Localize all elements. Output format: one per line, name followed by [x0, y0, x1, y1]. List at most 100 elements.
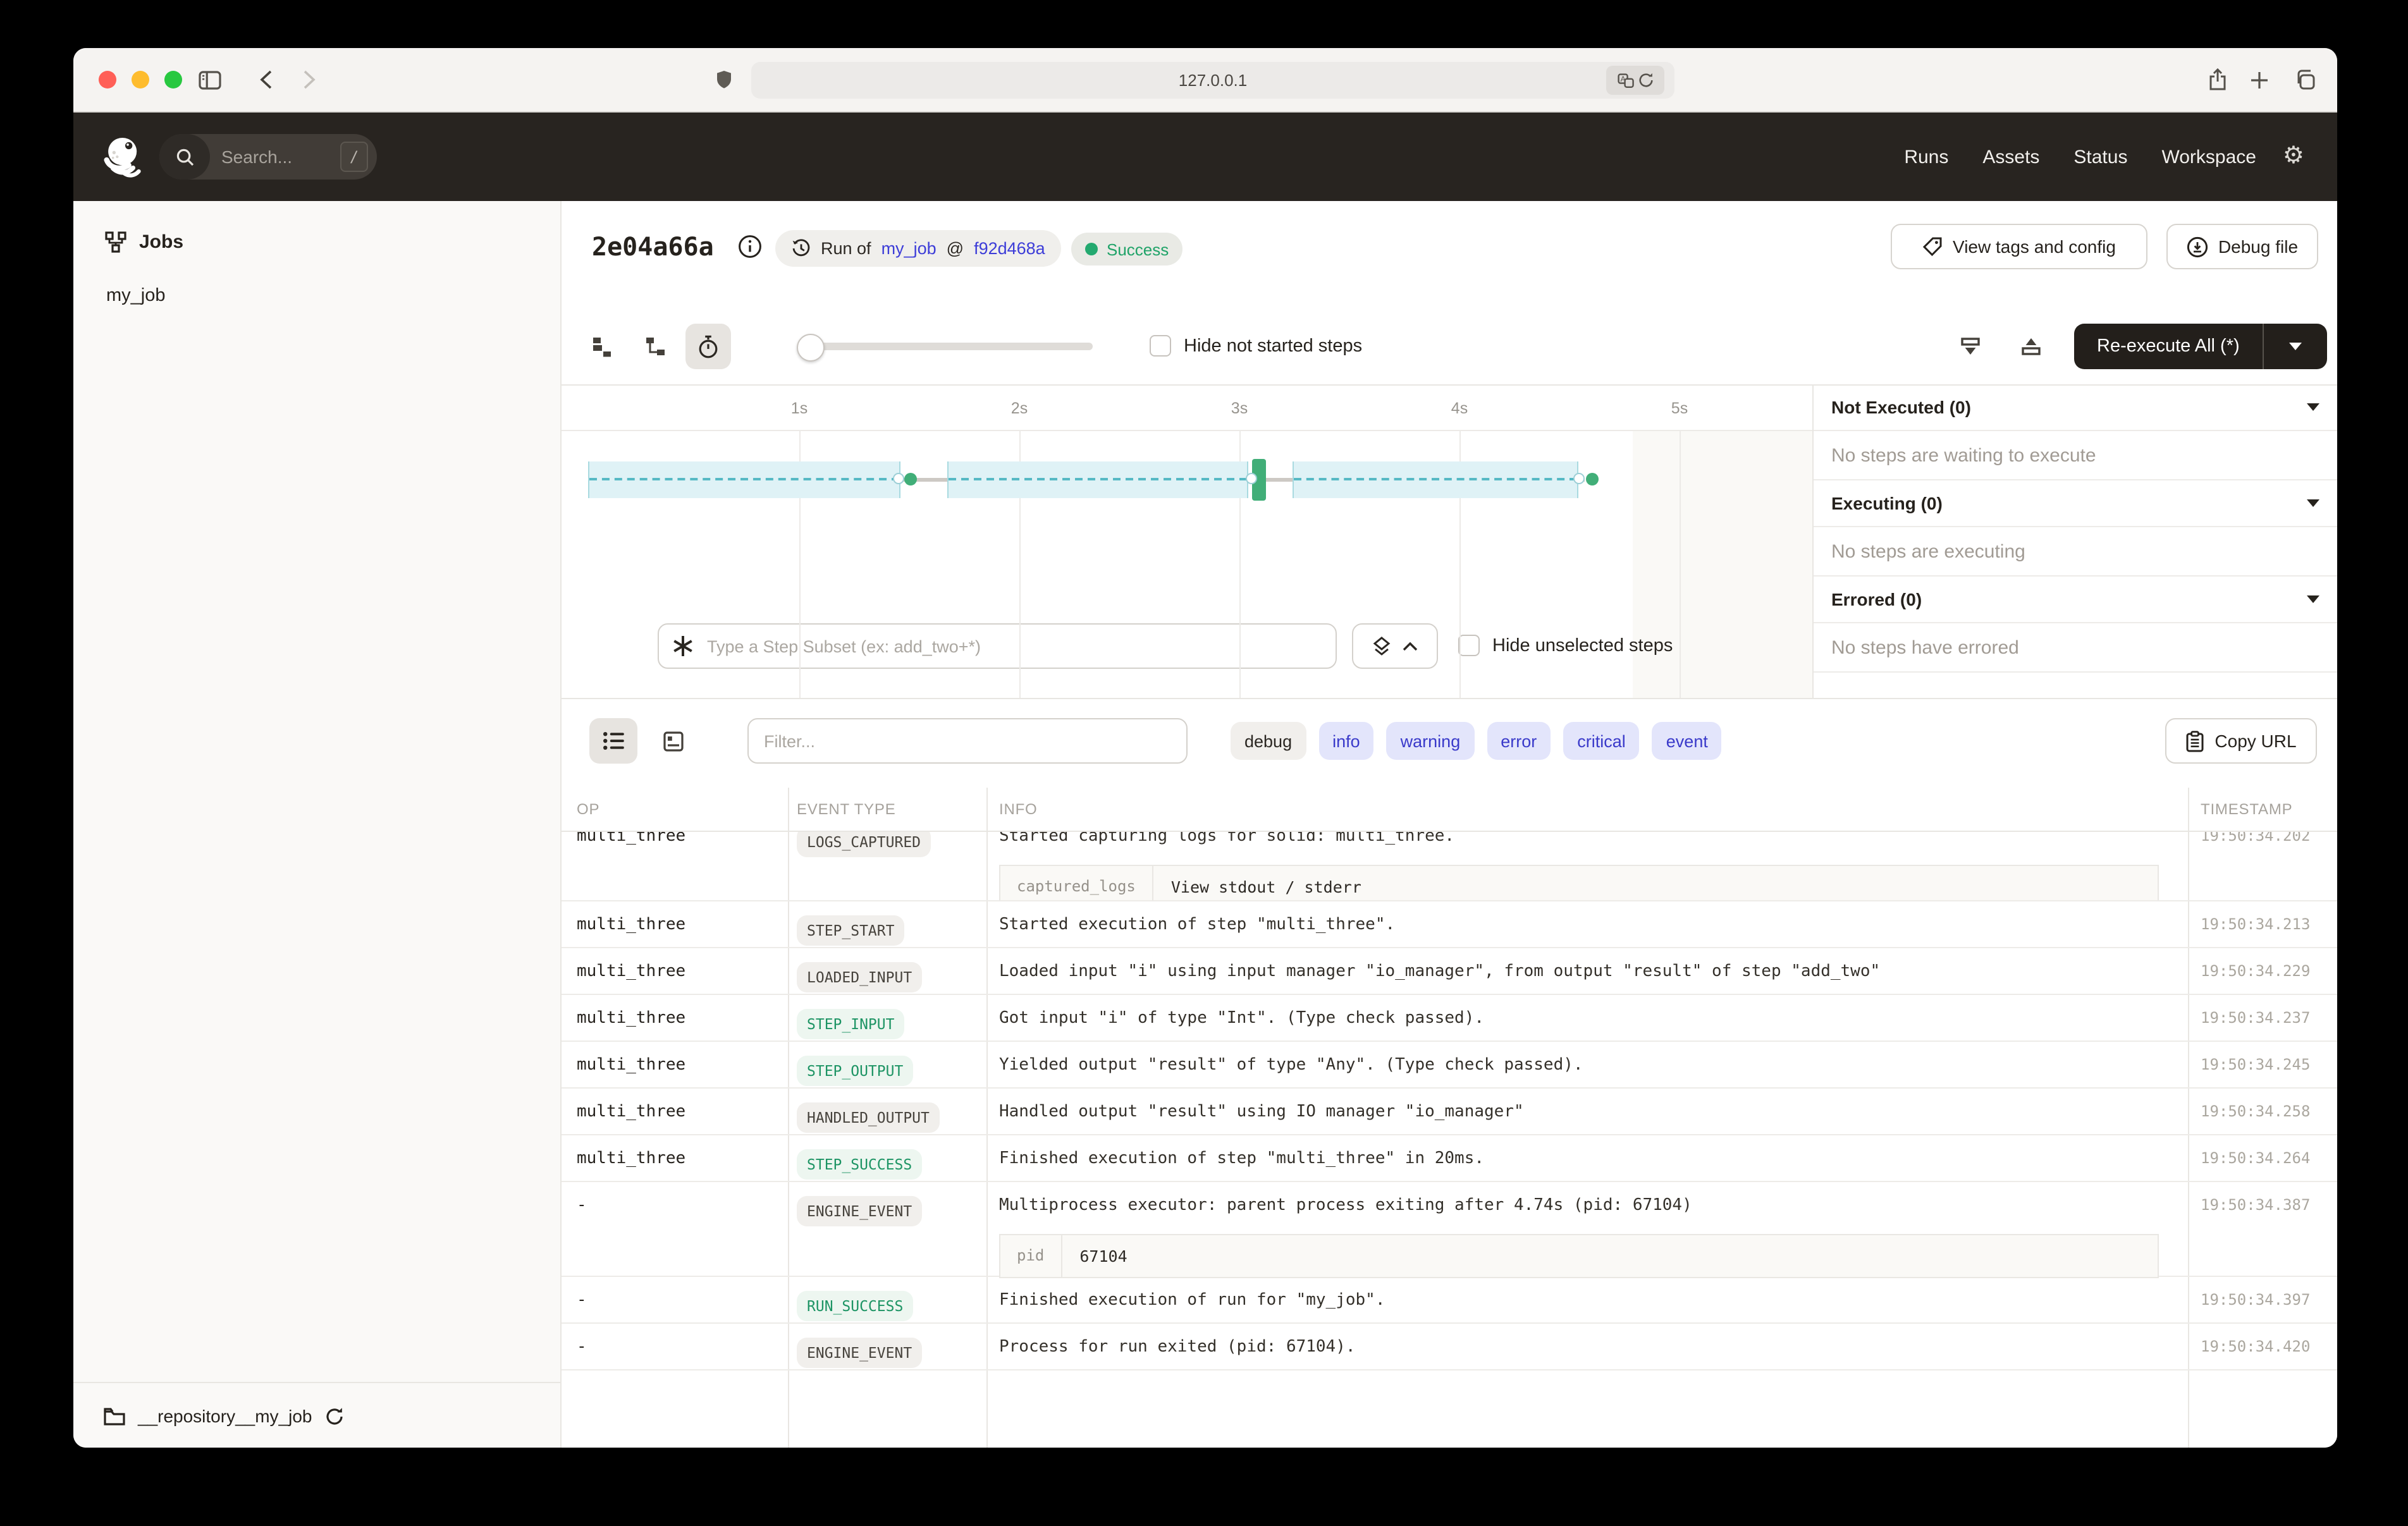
sidebar-item-my-job[interactable]: my_job [106, 286, 166, 306]
log-row[interactable]: multi_three STEP_OUTPUT Yielded output "re… [562, 1042, 2337, 1089]
minimize-window-button[interactable] [132, 71, 149, 89]
expand-panel-icon[interactable] [2008, 324, 2054, 369]
gridline [1680, 430, 1681, 698]
log-level-warning[interactable]: warning [1386, 722, 1475, 760]
gantt-empty-region [1633, 430, 1812, 698]
forward-icon[interactable] [293, 64, 324, 95]
gantt-flat-view-button[interactable] [579, 324, 625, 369]
nav-item-runs[interactable]: Runs [1904, 146, 1949, 168]
nav-item-workspace[interactable]: Workspace [2161, 146, 2256, 168]
log-row[interactable]: multi_three STEP_INPUT Got input "i" of ty… [562, 995, 2337, 1042]
share-icon[interactable] [2202, 64, 2232, 95]
log-table: OP EVENT TYPE INFO TIMESTAMP multi_three… [562, 788, 2337, 1448]
timeline-dashed-line [589, 478, 900, 480]
log-op-cell: - [577, 1196, 587, 1215]
log-row[interactable]: multi_three HANDLED_OUTPUT Handled output … [562, 1089, 2337, 1135]
new-tab-icon[interactable] [2244, 64, 2274, 95]
metadata-value[interactable]: View stdout / stderr [1170, 877, 1361, 896]
info-icon[interactable] [737, 234, 763, 259]
url-tools: A [1606, 66, 1664, 95]
log-op-cell: multi_three [577, 1149, 686, 1168]
debug-file-button[interactable]: Debug file [2166, 224, 2318, 269]
reexecute-all-button[interactable]: Re-execute All (*) [2074, 324, 2263, 369]
status-section-header[interactable]: Not Executed (0) [1814, 384, 2337, 431]
status-section-header[interactable]: Executing (0) [1814, 480, 2337, 527]
gantt-waterfall-view-button[interactable] [632, 324, 678, 369]
log-level-critical[interactable]: critical [1563, 722, 1640, 760]
reload-icon[interactable] [1637, 72, 1654, 89]
column-header-event-type[interactable]: EVENT TYPE [797, 800, 896, 818]
zoom-window-button[interactable] [164, 71, 182, 89]
run-of-label: Run of [821, 239, 871, 258]
refresh-icon[interactable] [325, 1407, 344, 1425]
copy-url-button[interactable]: Copy URL [2165, 718, 2317, 764]
gantt-zoom-slider[interactable] [806, 343, 1093, 350]
commit-link[interactable]: f92d468a [974, 239, 1045, 258]
url-bar[interactable]: 127.0.0.1 A [751, 62, 1674, 99]
log-row[interactable]: multi_three LOADED_INPUT Loaded input "i" … [562, 948, 2337, 995]
search-placeholder: Search... [221, 147, 293, 167]
sidebar-toggle-icon[interactable] [195, 64, 225, 95]
log-row[interactable]: multi_three STEP_START Started execution o… [562, 901, 2337, 948]
view-tags-button[interactable]: View tags and config [1891, 224, 2147, 269]
log-row[interactable]: multi_three LOGS_CAPTURED Started capturin… [562, 832, 2337, 901]
log-row[interactable]: - ENGINE_EVENT Multiprocess executor: pare… [562, 1182, 2337, 1278]
log-level-debug[interactable]: debug [1231, 722, 1306, 760]
log-list-view-button[interactable] [589, 718, 637, 764]
axis-tick-label: 3s [1231, 400, 1248, 417]
nav-item-status[interactable]: Status [2073, 146, 2128, 168]
event-type-tag: STEP_OUTPUT [797, 1056, 914, 1086]
gantt-zoom-knob[interactable] [797, 334, 825, 362]
log-level-event[interactable]: event [1652, 722, 1722, 760]
sidebar: Jobs my_job __repository__my_job [73, 201, 562, 1448]
gantt-timed-view-button[interactable] [685, 324, 731, 369]
history-clock-icon [792, 239, 810, 257]
log-level-error[interactable]: error [1487, 722, 1551, 760]
hide-not-started-checkbox[interactable] [1150, 335, 1171, 357]
search-icon [159, 134, 210, 180]
job-link[interactable]: my_job [881, 239, 937, 258]
log-event-type-cell: RUN_SUCCESS [788, 1277, 986, 1322]
view-tags-label: View tags and config [1953, 236, 2116, 257]
close-window-button[interactable] [99, 71, 116, 89]
timeline-step-span[interactable] [1292, 461, 1579, 498]
timeline-execution-bar[interactable] [1252, 459, 1266, 501]
gantt-chart: Hide unselected steps 1s 2s 3s 4s 5s [562, 384, 1812, 698]
column-header-timestamp[interactable]: TIMESTAMP [2201, 800, 2293, 818]
reexecute-options-button[interactable] [2262, 324, 2327, 369]
log-row[interactable]: multi_three STEP_SUCCESS Finished executio… [562, 1135, 2337, 1182]
column-header-info[interactable]: INFO [999, 800, 1038, 818]
log-structured-view-button[interactable] [649, 718, 697, 764]
metadata-box: captured_logs View stdout / stderr [999, 865, 2159, 900]
global-search[interactable]: Search... / [159, 134, 377, 180]
event-type-tag: LOGS_CAPTURED [797, 832, 931, 857]
dagster-logo[interactable] [96, 131, 147, 182]
log-level-info[interactable]: info [1318, 722, 1374, 760]
column-header-op[interactable]: OP [577, 800, 600, 818]
collapse-panel-icon[interactable] [1948, 324, 1993, 369]
event-type-tag: STEP_SUCCESS [797, 1149, 923, 1180]
nav-item-assets[interactable]: Assets [1982, 146, 2040, 168]
tag-icon [1922, 237, 1942, 257]
back-icon[interactable] [250, 64, 281, 95]
run-of-pill: Run of my_job @ f92d468a [775, 230, 1062, 267]
log-row[interactable]: - ENGINE_EVENT Process for run exited (pid… [562, 1324, 2337, 1370]
step-subset-input[interactable] [658, 623, 1337, 669]
log-row[interactable]: - RUN_SUCCESS Finished execution of run fo… [562, 1277, 2337, 1324]
graph-query-toggle-button[interactable] [1352, 623, 1438, 669]
chevron-down-icon [2307, 499, 2319, 507]
shield-icon[interactable] [708, 64, 739, 95]
timeline-step-span[interactable] [947, 461, 1249, 498]
log-info-cell: Process for run exited (pid: 67104). [999, 1338, 1356, 1357]
status-section-header[interactable]: Errored (0) [1814, 577, 2337, 623]
translate-icon[interactable]: A [1617, 73, 1633, 88]
timestamp: 19:50:34.420 [2201, 1338, 2311, 1355]
log-event-type-cell: ENGINE_EVENT [788, 1182, 986, 1226]
hide-unselected-checkbox[interactable] [1458, 635, 1480, 656]
axis-tick-label: 2s [1010, 400, 1028, 417]
tabs-overview-icon[interactable] [2289, 64, 2319, 95]
timeline-step-span[interactable] [587, 461, 901, 498]
timestamp: 19:50:34.258 [2201, 1102, 2311, 1120]
gear-icon[interactable]: ⚙ [2282, 143, 2304, 169]
log-filter-input[interactable] [747, 718, 1188, 764]
